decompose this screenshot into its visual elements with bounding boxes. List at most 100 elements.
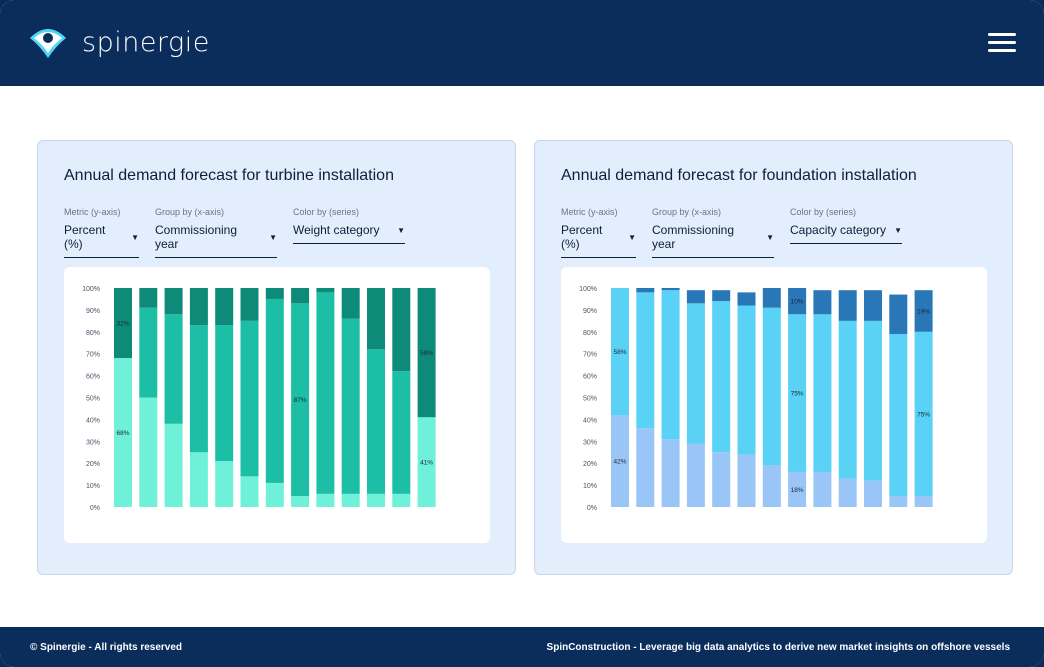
bar-segment-mid[interactable] [762, 307, 781, 466]
bar-segment-high[interactable] [914, 290, 933, 332]
bar-segment-low[interactable] [316, 493, 335, 507]
bar-segment-mid[interactable] [341, 318, 360, 494]
bar-segment-low[interactable] [164, 423, 183, 507]
bar-segment-mid[interactable] [189, 325, 208, 453]
bar-segment-mid[interactable] [838, 320, 857, 479]
bar-segment-mid[interactable] [265, 298, 284, 483]
bar-segment-mid[interactable] [712, 301, 731, 453]
bar-segment-mid[interactable] [367, 349, 385, 494]
bar-segment-mid[interactable] [788, 314, 807, 472]
bar-segment-low[interactable] [838, 478, 857, 507]
bar-segment-mid[interactable] [611, 288, 629, 416]
bar-segment-low[interactable] [611, 415, 629, 507]
bar-segment-mid[interactable] [864, 320, 882, 481]
bar-segment-low[interactable] [265, 482, 284, 507]
hamburger-menu-icon[interactable] [988, 33, 1016, 53]
bar-segment-high[interactable] [712, 290, 731, 302]
top-header: spinergie [0, 0, 1044, 86]
group-by-dropdown[interactable]: Group by (x-axis) Commissioning year ▼ [652, 207, 774, 258]
y-tick-label: 30% [86, 439, 100, 446]
bar-segment-high[interactable] [341, 288, 360, 319]
bar-segment-high[interactable] [240, 288, 259, 321]
color-by-dropdown[interactable]: Color by (series) Capacity category ▼ [790, 207, 902, 244]
brand-logo[interactable]: spinergie [28, 24, 210, 60]
bar-segment-high[interactable] [661, 288, 680, 291]
bar-segment-mid[interactable] [240, 320, 259, 477]
bar-segment-low[interactable] [914, 496, 933, 507]
bar-segment-low[interactable] [215, 461, 234, 507]
bar-segment-low[interactable] [367, 493, 385, 507]
bar-segment-high[interactable] [417, 288, 436, 418]
bar-segment-low[interactable] [139, 397, 158, 508]
bar-segment-high[interactable] [889, 294, 908, 334]
metric-dropdown[interactable]: Metric (y-axis) Percent (%) ▼ [561, 207, 636, 258]
bar-segment-mid[interactable] [914, 331, 933, 497]
bar-segment-mid[interactable] [164, 314, 183, 424]
bar-segment-low[interactable] [417, 417, 436, 507]
bar-segment-low[interactable] [240, 476, 259, 507]
bar-segment-high[interactable] [636, 288, 655, 293]
y-tick-label: 0% [90, 505, 100, 512]
bar-segment-low[interactable] [737, 454, 756, 507]
bar-segment-high[interactable] [215, 288, 234, 326]
bar-segment-low[interactable] [788, 471, 807, 507]
panel-title: Annual demand forecast for foundation in… [561, 167, 917, 184]
bar-segment-high[interactable] [265, 288, 284, 299]
bar-segment-high[interactable] [316, 288, 335, 293]
bar-segment-mid[interactable] [291, 303, 310, 497]
bar-segment-low[interactable] [686, 443, 705, 507]
bar-segment-high[interactable] [762, 288, 781, 308]
turbine-chart-svg: 0% 10% 20% 30% 40% 50% 60% 70% 80% 90% 100% 68% 32% 8… [82, 286, 436, 512]
color-by-value: Capacity category [790, 223, 887, 237]
bar-segment-low[interactable] [889, 496, 908, 507]
bar-segment-high[interactable] [392, 288, 411, 372]
bar-segment-low[interactable] [762, 465, 781, 507]
color-by-label: Color by (series) [293, 207, 360, 217]
bar-segment-mid[interactable] [889, 333, 908, 497]
bar-segment-high[interactable] [291, 288, 310, 304]
bar-segment-mid[interactable] [813, 314, 832, 472]
bar-segment-high[interactable] [139, 288, 158, 308]
bar-segment-high[interactable] [838, 290, 857, 321]
bar-segment-high[interactable] [367, 288, 385, 350]
y-tick-label: 90% [86, 308, 100, 315]
group-by-dropdown[interactable]: Group by (x-axis) Commissioning year ▼ [155, 207, 277, 258]
bar-segment-low[interactable] [189, 452, 208, 507]
foundation-forecast-panel: Annual demand forecast for foundation in… [534, 140, 1013, 575]
y-tick-label: 40% [86, 417, 100, 424]
bar-segment-low[interactable] [636, 428, 655, 507]
bar-segment-mid[interactable] [139, 307, 158, 398]
bar-segment-high[interactable] [164, 288, 183, 315]
color-by-label: Color by (series) [790, 207, 857, 217]
data-label: 87% [294, 397, 307, 404]
color-by-dropdown[interactable]: Color by (series) Weight category ▼ [293, 207, 405, 244]
y-tick-label: 10% [86, 483, 100, 490]
metric-dropdown[interactable]: Metric (y-axis) Percent (%) ▼ [64, 207, 139, 258]
bar-segment-low[interactable] [114, 358, 132, 507]
y-tick-label: 50% [86, 396, 100, 403]
bar-segment-mid[interactable] [737, 305, 756, 455]
y-tick-label: 10% [583, 483, 597, 490]
bar-segment-mid[interactable] [661, 290, 680, 440]
metric-label: Metric (y-axis) [561, 207, 618, 217]
bar-segment-mid[interactable] [392, 371, 411, 494]
bar-segment-high[interactable] [737, 292, 756, 306]
bar-segment-low[interactable] [392, 493, 411, 507]
bar-segment-low[interactable] [341, 493, 360, 507]
bar-segment-low[interactable] [813, 471, 832, 507]
bar-segment-high[interactable] [864, 290, 882, 321]
bar-segment-low[interactable] [712, 452, 731, 507]
y-tick-label: 70% [583, 352, 597, 359]
bar-segment-mid[interactable] [636, 292, 655, 429]
bar-segment-high[interactable] [788, 288, 807, 315]
bar-segment-mid[interactable] [686, 303, 705, 444]
bar-segment-low[interactable] [661, 439, 680, 507]
bar-segment-high[interactable] [189, 288, 208, 326]
bar-segment-mid[interactable] [316, 292, 335, 494]
bar-segment-mid[interactable] [215, 325, 234, 462]
bar-segment-low[interactable] [864, 480, 882, 507]
bar-segment-low[interactable] [291, 496, 310, 507]
bar-segment-high[interactable] [114, 288, 132, 359]
bar-segment-high[interactable] [813, 290, 832, 315]
bar-segment-high[interactable] [686, 290, 705, 304]
